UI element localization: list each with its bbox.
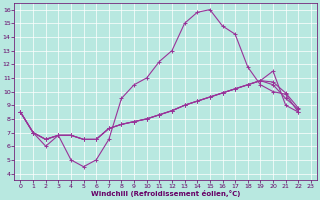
X-axis label: Windchill (Refroidissement éolien,°C): Windchill (Refroidissement éolien,°C) <box>91 190 240 197</box>
